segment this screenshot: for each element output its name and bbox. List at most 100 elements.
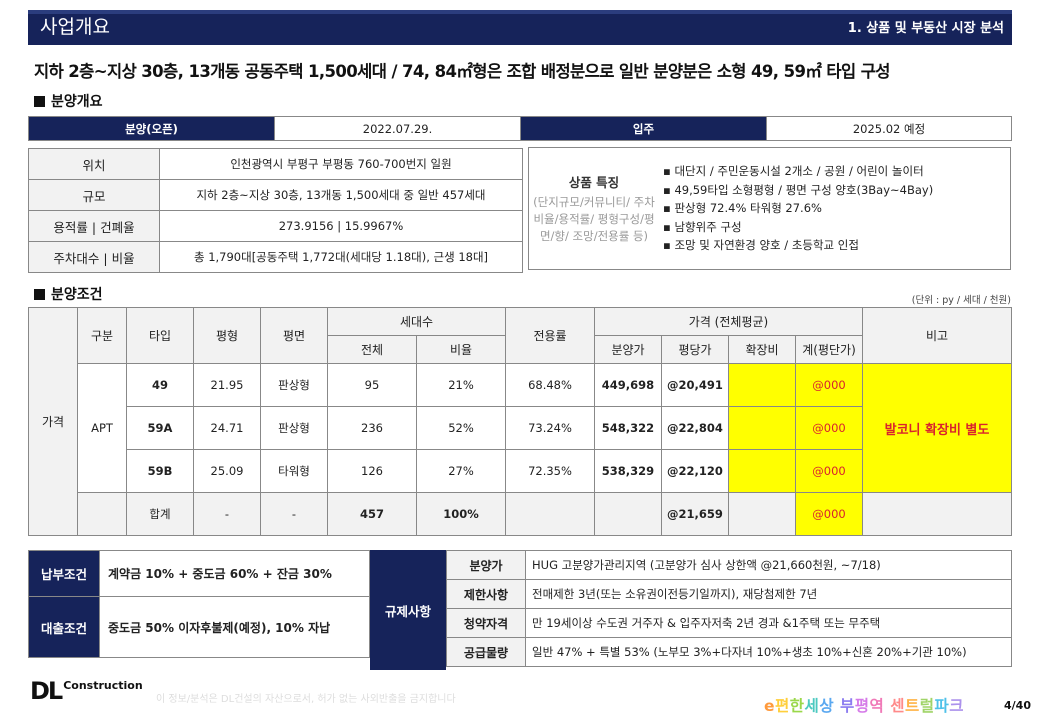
- apt-group-label: APT: [77, 363, 127, 493]
- cell-total: 236: [327, 406, 417, 450]
- cell-empty: [728, 492, 796, 536]
- cell-type: 49: [126, 363, 194, 407]
- cell-plan: 타워형: [260, 449, 328, 493]
- move-in-label: 입주: [520, 116, 767, 141]
- cell-empty: [77, 492, 127, 536]
- open-label: 분양(오픈): [28, 116, 275, 141]
- reg-restriction-label: 제한사항: [446, 579, 526, 609]
- page-number: 4/40: [1004, 699, 1031, 712]
- reg-eligibility-label: 청약자격: [446, 608, 526, 638]
- cell-type: 59A: [126, 406, 194, 450]
- list-item: ▪ 49,59타입 소형평형 / 평면 구성 양호(3Bay~4Bay): [663, 182, 934, 197]
- cell-plan: 판상형: [260, 363, 328, 407]
- cell-exclusive: 73.24%: [505, 406, 595, 450]
- cell-empty: [862, 492, 1012, 536]
- reg-restriction-value: 전매제한 3년(또는 소유권이전등기일까지), 재당첨제한 7년: [525, 579, 1012, 609]
- total-pyeong: -: [193, 492, 261, 536]
- cell-type: 59B: [126, 449, 194, 493]
- disclaimer: 이 정보/분석은 DL건설의 자산으로서, 허가 없는 사외반출을 금지합니다: [156, 694, 456, 705]
- regulation-label: 규제사항: [370, 550, 446, 670]
- payment-label: 납부조건: [28, 550, 100, 597]
- scale-value: 지하 2층~지상 30층, 13개동 1,500세대 중 일반 457세대: [159, 179, 523, 211]
- cell-empty: [505, 492, 595, 536]
- cell-pyeong: 25.09: [193, 449, 261, 493]
- cell-total: 126: [327, 449, 417, 493]
- square-bullet-icon: [34, 289, 45, 300]
- loan-value: 중도금 50% 이자후불제(예정), 10% 자납: [99, 596, 370, 658]
- total-sum: @000: [795, 492, 863, 536]
- price-side-label: 가격: [28, 307, 78, 536]
- headline: 지하 2층~지상 30층, 13개동 공동주택 1,500세대 / 74, 84…: [34, 62, 890, 81]
- col-note: 비고: [862, 307, 1012, 364]
- page-title: 사업개요: [40, 16, 110, 38]
- move-in-value: 2025.02 예정: [766, 116, 1012, 141]
- col-households: 세대수: [327, 307, 506, 336]
- reg-price-label: 분양가: [446, 550, 526, 580]
- col-plan: 평면: [260, 307, 328, 364]
- cell-exclusive: 68.48%: [505, 363, 595, 407]
- col-type: 타입: [126, 307, 194, 364]
- feature-list: ▪ 대단지 / 주민운동시설 2개소 / 공원 / 어린이 놀이터 ▪ 49,5…: [663, 162, 933, 255]
- col-sale-price: 분양가: [594, 335, 662, 364]
- header-accent-strip: [28, 10, 1012, 14]
- list-item: ▪ 판상형 72.4% 타워형 27.6%: [663, 201, 822, 215]
- note-balcony: 발코니 확장비 별도: [862, 363, 1012, 493]
- col-exclusive: 전용률: [505, 307, 595, 364]
- col-sum: 계(평단가): [795, 335, 863, 364]
- parking-value: 총 1,790대[공동주택 1,772대(세대당 1.18대), 근생 18대]: [159, 241, 523, 273]
- brand-name: e편한세상 부평역 센트럴파크: [764, 697, 965, 715]
- reg-eligibility-value: 만 19세이상 수도권 거주자 & 입주자저축 2년 경과 &1주택 또는 무주…: [525, 608, 1012, 638]
- total-row: 합계 - - 457 100% @21,659 @000: [29, 492, 1012, 536]
- col-type-group: 구분: [77, 307, 127, 364]
- overview-summary-table: 분양(오픈) 2022.07.29. 입주 2025.02 예정: [28, 116, 1012, 141]
- loan-label: 대출조건: [28, 596, 100, 658]
- cell-per-py: @22,804: [661, 406, 729, 450]
- square-bullet-icon: [34, 96, 45, 107]
- logo-text: Construction: [63, 679, 143, 692]
- cell-plan: 판상형: [260, 406, 328, 450]
- table-row: 59A 24.71 판상형 236 52% 73.24% 548,322 @22…: [29, 406, 1012, 450]
- reg-price-value: HUG 고분양가관리지역 (고분양가 심사 상한액 @21,660천원, ~7/…: [525, 550, 1012, 580]
- cell-sum: @000: [795, 363, 863, 407]
- overview-detail-table: 위치 인천광역시 부평구 부평동 760-700번지 일원 규모 지하 2층~지…: [28, 148, 523, 273]
- scale-label: 규모: [28, 179, 160, 211]
- location-label: 위치: [28, 148, 160, 180]
- cell-exclusive: 72.35%: [505, 449, 595, 493]
- col-price-group: 가격 (전체평균): [594, 307, 863, 336]
- cell-per-py: @20,491: [661, 363, 729, 407]
- cell-per-py: @22,120: [661, 449, 729, 493]
- cell-pyeong: 21.95: [193, 363, 261, 407]
- total-plan: -: [260, 492, 328, 536]
- col-ratio: 비율: [416, 335, 506, 364]
- cell-sale: 548,322: [594, 406, 662, 450]
- feature-subtitle: (단지규모/커뮤니티/ 주차비율/용적률/ 평형구성/평면/향/ 조망/전용률 …: [533, 195, 655, 243]
- cell-ratio: 21%: [416, 363, 506, 407]
- total-per-py: @21,659: [661, 492, 729, 536]
- list-item: ▪ 남향위주 구성: [663, 219, 742, 234]
- list-item: ▪ 대단지 / 주민운동시설 2개소 / 공원 / 어린이 놀이터: [663, 164, 924, 178]
- section-label: 1. 상품 및 부동산 시장 분석: [847, 21, 1004, 36]
- cell-ratio: 52%: [416, 406, 506, 450]
- far-bcr-value: 273.9156 | 15.9967%: [159, 210, 523, 242]
- feature-header: 상품 특징 (단지규모/커뮤니티/ 주차비율/용적률/ 평형구성/평면/향/ 조…: [529, 148, 659, 269]
- table-row: APT 49 21.95 판상형 95 21% 68.48% 449,698 @…: [29, 363, 1012, 493]
- total-label: 합계: [126, 492, 194, 536]
- regulation-table: 분양가 HUG 고분양가관리지역 (고분양가 심사 상한액 @21,660천원,…: [446, 550, 1012, 667]
- dl-construction-logo: DL Construction: [30, 677, 143, 705]
- reg-supply-label: 공급물량: [446, 637, 526, 667]
- total-households: 457: [327, 492, 417, 536]
- reg-supply-value: 일반 47% + 특별 53% (노부모 3%+다자녀 10%+생초 10%+신…: [525, 637, 1012, 667]
- col-total: 전체: [327, 335, 417, 364]
- total-ratio: 100%: [416, 492, 506, 536]
- list-item: ▪ 조망 및 자연환경 양호 / 초등학교 인접: [663, 238, 859, 252]
- cell-pyeong: 24.71: [193, 406, 261, 450]
- cell-total: 95: [327, 363, 417, 407]
- open-value: 2022.07.29.: [274, 116, 521, 141]
- payment-value: 계약금 10% + 중도금 60% + 잔금 30%: [99, 550, 370, 597]
- feature-title: 상품 특징: [568, 175, 620, 190]
- cell-empty: [594, 492, 662, 536]
- conditions-table: 가격 구분 타입 평형 평면 세대수 전용률 가격 (전체평균) 비고 전체 비…: [28, 307, 1012, 536]
- col-pyeong: 평형: [193, 307, 261, 364]
- payment-table: 납부조건 계약금 10% + 중도금 60% + 잔금 30% 대출조건 중도금…: [28, 550, 370, 658]
- overview-section-title: 분양개요: [34, 91, 103, 111]
